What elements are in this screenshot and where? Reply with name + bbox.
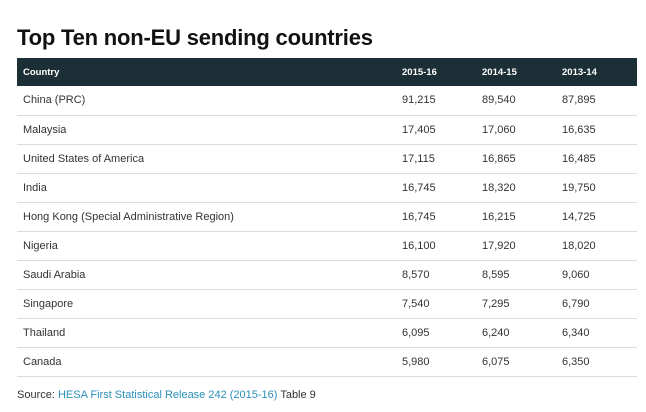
value-cell: 16,100 — [402, 239, 436, 252]
page-title: Top Ten non-EU sending countries — [17, 25, 373, 50]
header-country: Country — [23, 66, 60, 78]
value-cell: 17,920 — [482, 239, 516, 252]
table-row: India 16,745 18,320 19,750 — [17, 173, 637, 202]
table-row: Malaysia 17,405 17,060 16,635 — [17, 115, 637, 144]
table-row: Nigeria 16,100 17,920 18,020 — [17, 231, 637, 260]
value-cell: 16,865 — [482, 152, 516, 165]
value-cell: 6,790 — [562, 297, 590, 310]
value-cell: 87,895 — [562, 94, 596, 107]
country-cell: India — [23, 181, 47, 194]
header-2013-14: 2013-14 — [562, 66, 597, 78]
country-cell: Canada — [23, 355, 62, 368]
value-cell: 8,570 — [402, 268, 430, 281]
source-link[interactable]: HESA First Statistical Release 242 (2015… — [57, 389, 278, 401]
country-cell: United States of America — [23, 152, 145, 165]
value-cell: 7,295 — [482, 297, 510, 310]
source-prefix: Source: — [17, 389, 58, 401]
table-row: China (PRC) 91,215 89,540 87,895 — [17, 86, 637, 115]
country-cell: Thailand — [23, 326, 66, 339]
value-cell: 6,095 — [402, 326, 430, 339]
country-cell: Saudi Arabia — [23, 268, 86, 281]
header-2015-16: 2015-16 — [402, 66, 437, 78]
value-cell: 18,020 — [562, 239, 596, 252]
value-cell: 6,075 — [482, 355, 510, 368]
value-cell: 14,725 — [562, 210, 596, 223]
value-cell: 6,350 — [562, 355, 590, 368]
value-cell: 8,595 — [482, 268, 510, 281]
source-citation: Source: HESA First Statistical Release 2… — [17, 389, 316, 401]
table-row: Singapore 7,540 7,295 6,790 — [17, 289, 637, 318]
table-row: Canada 5,980 6,075 6,350 — [17, 347, 637, 376]
value-cell: 16,745 — [402, 181, 436, 194]
table-row: Hong Kong (Special Administrative Region… — [17, 202, 637, 231]
value-cell: 18,320 — [482, 181, 516, 194]
value-cell: 89,540 — [482, 94, 516, 107]
value-cell: 16,635 — [562, 123, 596, 136]
value-cell: 6,340 — [562, 326, 590, 339]
country-cell: Singapore — [23, 297, 74, 310]
table-row: Saudi Arabia 8,570 8,595 9,060 — [17, 260, 637, 289]
table-row: Thailand 6,095 6,240 6,340 — [17, 318, 637, 347]
value-cell: 17,060 — [482, 123, 516, 136]
country-cell: Nigeria — [23, 239, 58, 252]
value-cell: 16,215 — [482, 210, 516, 223]
value-cell: 9,060 — [562, 268, 590, 281]
value-cell: 6,240 — [482, 326, 510, 339]
table-row: United States of America 17,115 16,865 1… — [17, 144, 637, 173]
country-cell: Hong Kong (Special Administrative Region… — [23, 210, 234, 223]
country-cell: Malaysia — [23, 123, 67, 136]
value-cell: 5,980 — [402, 355, 430, 368]
value-cell: 7,540 — [402, 297, 430, 310]
country-cell: China (PRC) — [23, 94, 86, 107]
header-2014-15: 2014-15 — [482, 66, 517, 78]
value-cell: 17,115 — [402, 152, 435, 165]
value-cell: 16,485 — [562, 152, 596, 165]
value-cell: 17,405 — [402, 123, 436, 136]
value-cell: 16,745 — [402, 210, 436, 223]
value-cell: 91,215 — [402, 94, 436, 107]
sending-countries-table: Country 2015-16 2014-15 2013-14 China (P… — [17, 58, 637, 377]
table-header-row: Country 2015-16 2014-15 2013-14 — [17, 58, 637, 86]
source-suffix: Table 9 — [277, 389, 316, 401]
value-cell: 19,750 — [562, 181, 596, 194]
